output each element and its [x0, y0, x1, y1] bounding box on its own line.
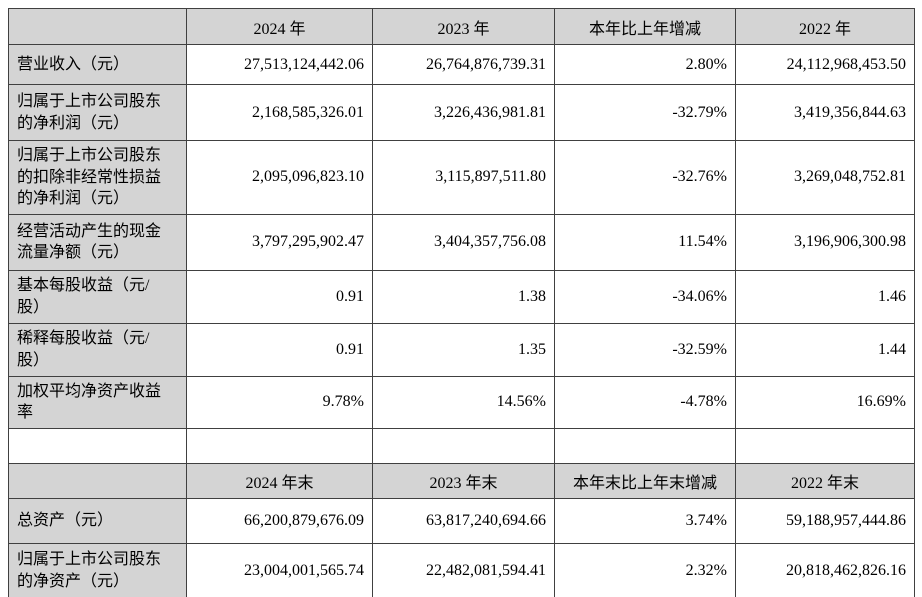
row-operating-cash-flow: 经营活动产生的现金流量净额（元） 3,797,295,902.47 3,404,… — [8, 213, 915, 271]
value-2024: 23,004,001,565.74 — [186, 542, 373, 597]
value-2022: 1.46 — [735, 269, 915, 324]
row-diluted-eps: 稀释每股收益（元/股） 0.91 1.35 -32.59% 1.44 — [8, 322, 915, 377]
header-empty-corner — [8, 8, 187, 45]
row-label: 归属于上市公司股东的扣除非经常性损益的净利润（元） — [8, 140, 187, 215]
blank-cell — [8, 427, 187, 464]
value-2022: 3,419,356,844.63 — [735, 84, 915, 141]
value-2022: 3,269,048,752.81 — [735, 140, 915, 215]
value-change: 2.80% — [554, 44, 736, 85]
value-change: -32.59% — [554, 322, 736, 377]
value-2024: 2,168,585,326.01 — [186, 84, 373, 141]
row-label: 总资产（元） — [8, 497, 187, 544]
value-2024: 9.78% — [186, 375, 373, 429]
row-blank — [8, 427, 915, 464]
row-total-assets: 总资产（元） 66,200,879,676.09 63,817,240,694.… — [8, 497, 915, 544]
value-2024: 27,513,124,442.06 — [186, 44, 373, 85]
value-2023: 1.35 — [372, 322, 555, 377]
value-2023: 3,226,436,981.81 — [372, 84, 555, 141]
blank-cell — [554, 427, 736, 464]
financial-summary-table: 2024 年 2023 年 本年比上年增减 2022 年 营业收入（元） 27,… — [8, 8, 915, 597]
value-2024: 3,797,295,902.47 — [186, 213, 373, 271]
row-label: 稀释每股收益（元/股） — [8, 322, 187, 377]
blank-cell — [186, 427, 373, 464]
value-2022: 16.69% — [735, 375, 915, 429]
value-2022: 3,196,906,300.98 — [735, 213, 915, 271]
value-change: 11.54% — [554, 213, 736, 271]
header-2022-end: 2022 年末 — [735, 462, 915, 499]
annual-header-row: 2024 年 2023 年 本年比上年增减 2022 年 — [8, 8, 915, 45]
row-weighted-roe: 加权平均净资产收益率 9.78% 14.56% -4.78% 16.69% — [8, 375, 915, 429]
value-change: -32.79% — [554, 84, 736, 141]
row-label: 加权平均净资产收益率 — [8, 375, 187, 429]
value-2023: 26,764,876,739.31 — [372, 44, 555, 85]
value-2022: 1.44 — [735, 322, 915, 377]
header-yearend-change: 本年末比上年末增减 — [554, 462, 736, 499]
header-2022: 2022 年 — [735, 8, 915, 45]
header-2023-end: 2023 年末 — [372, 462, 555, 499]
header-yoy-change: 本年比上年增减 — [554, 8, 736, 45]
header-2023: 2023 年 — [372, 8, 555, 45]
value-2022: 24,112,968,453.50 — [735, 44, 915, 85]
value-change: 2.32% — [554, 542, 736, 597]
value-2023: 1.38 — [372, 269, 555, 324]
value-2022: 59,188,957,444.86 — [735, 497, 915, 544]
value-2023: 22,482,081,594.41 — [372, 542, 555, 597]
value-2024: 66,200,879,676.09 — [186, 497, 373, 544]
value-2024: 2,095,096,823.10 — [186, 140, 373, 215]
value-2023: 3,115,897,511.80 — [372, 140, 555, 215]
value-change: 3.74% — [554, 497, 736, 544]
header-empty-corner — [8, 462, 187, 499]
row-net-assets: 归属于上市公司股东的净资产（元） 23,004,001,565.74 22,48… — [8, 542, 915, 597]
value-2024: 0.91 — [186, 322, 373, 377]
value-change: -32.76% — [554, 140, 736, 215]
value-2022: 20,818,462,826.16 — [735, 542, 915, 597]
value-2023: 63,817,240,694.66 — [372, 497, 555, 544]
row-revenue: 营业收入（元） 27,513,124,442.06 26,764,876,739… — [8, 44, 915, 85]
blank-cell — [372, 427, 555, 464]
header-2024: 2024 年 — [186, 8, 373, 45]
header-2024-end: 2024 年末 — [186, 462, 373, 499]
row-net-profit: 归属于上市公司股东的净利润（元） 2,168,585,326.01 3,226,… — [8, 84, 915, 141]
row-label: 基本每股收益（元/股） — [8, 269, 187, 324]
value-change: -34.06% — [554, 269, 736, 324]
row-label: 营业收入（元） — [8, 44, 187, 85]
value-change: -4.78% — [554, 375, 736, 429]
value-2023: 3,404,357,756.08 — [372, 213, 555, 271]
yearend-header-row: 2024 年末 2023 年末 本年末比上年末增减 2022 年末 — [8, 462, 915, 499]
row-net-profit-deducted: 归属于上市公司股东的扣除非经常性损益的净利润（元） 2,095,096,823.… — [8, 140, 915, 215]
row-label: 归属于上市公司股东的净资产（元） — [8, 542, 187, 597]
row-label: 经营活动产生的现金流量净额（元） — [8, 213, 187, 271]
value-2024: 0.91 — [186, 269, 373, 324]
row-basic-eps: 基本每股收益（元/股） 0.91 1.38 -34.06% 1.46 — [8, 269, 915, 324]
blank-cell — [735, 427, 915, 464]
value-2023: 14.56% — [372, 375, 555, 429]
row-label: 归属于上市公司股东的净利润（元） — [8, 84, 187, 141]
